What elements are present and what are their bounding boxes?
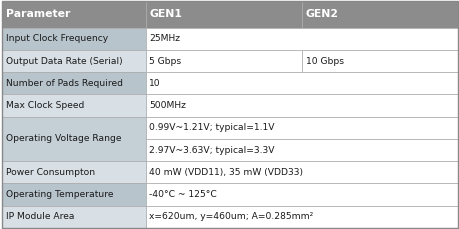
Bar [146, 183, 457, 206]
Bar [146, 161, 457, 183]
Text: Operating Temperature: Operating Temperature [6, 190, 113, 199]
Bar [2, 206, 146, 228]
Bar [2, 28, 146, 50]
Text: 40 mW (VDD11), 35 mW (VDD33): 40 mW (VDD11), 35 mW (VDD33) [149, 168, 303, 177]
Bar [2, 117, 146, 161]
Text: GEN1: GEN1 [149, 9, 182, 19]
Bar [146, 72, 457, 95]
Bar [146, 117, 457, 139]
Text: 25MHz: 25MHz [149, 34, 180, 44]
Text: 10: 10 [149, 79, 161, 88]
Text: x=620um, y=460um; A=0.285mm²: x=620um, y=460um; A=0.285mm² [149, 212, 313, 221]
Bar [2, 1, 146, 28]
Bar [301, 1, 457, 28]
Text: Power Consumpton: Power Consumpton [6, 168, 95, 177]
Text: 10 Gbps: 10 Gbps [305, 57, 343, 66]
Text: 5 Gbps: 5 Gbps [149, 57, 181, 66]
Text: Operating Voltage Range: Operating Voltage Range [6, 134, 121, 143]
Bar [146, 50, 301, 72]
Text: IP Module Area: IP Module Area [6, 212, 74, 221]
Text: GEN2: GEN2 [305, 9, 338, 19]
Text: Number of Pads Required: Number of Pads Required [6, 79, 123, 88]
Bar [146, 139, 457, 161]
Text: Parameter: Parameter [6, 9, 70, 19]
Text: Input Clock Frequency: Input Clock Frequency [6, 34, 108, 44]
Bar [301, 50, 457, 72]
Bar [2, 72, 146, 95]
Text: 2.97V~3.63V; typical=3.3V: 2.97V~3.63V; typical=3.3V [149, 146, 274, 155]
Bar [2, 50, 146, 72]
Bar [146, 28, 457, 50]
Bar [2, 161, 146, 183]
Text: 0.99V~1.21V; typical=1.1V: 0.99V~1.21V; typical=1.1V [149, 123, 274, 132]
Text: 500MHz: 500MHz [149, 101, 186, 110]
Bar [2, 183, 146, 206]
Bar [2, 95, 146, 117]
Text: Max Clock Speed: Max Clock Speed [6, 101, 84, 110]
Text: Output Data Rate (Serial): Output Data Rate (Serial) [6, 57, 122, 66]
Bar [146, 95, 457, 117]
Bar [146, 206, 457, 228]
Bar [146, 1, 301, 28]
Text: -40°C ~ 125°C: -40°C ~ 125°C [149, 190, 217, 199]
